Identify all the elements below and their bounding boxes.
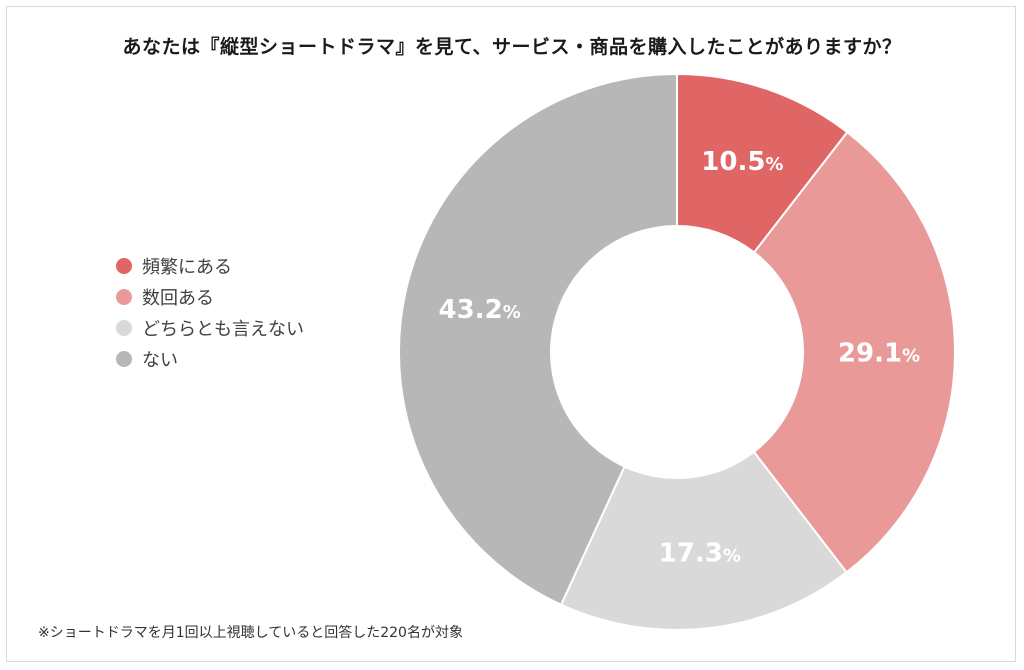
chart-title: あなたは『縦型ショートドラマ』を見て、サービス・商品を購入したことがありますか？ — [122, 36, 902, 58]
chart-legend: 頻繁にある数回あるどちらとも言えない ない — [116, 250, 304, 374]
legend-swatch — [116, 288, 132, 305]
footnote: ※ショートドラマを月1回以上視聴していると回答した220名が対象 — [38, 625, 463, 641]
legend-item-1: 頻繁にある — [116, 250, 304, 281]
legend-swatch — [116, 350, 132, 367]
slice-value-label-4: 43.2% — [439, 295, 521, 325]
slice-value-label-3: 17.3% — [659, 539, 741, 569]
legend-label: ない — [142, 349, 178, 371]
donut-slice-1 — [676, 72, 849, 254]
slice-value-label-1: 10.5% — [701, 147, 783, 177]
legend-item-3: どちらとも言えない — [116, 312, 304, 343]
legend-item-4: ない — [116, 343, 304, 374]
legend-item-2: 数回ある — [116, 281, 304, 312]
legend-swatch — [116, 257, 132, 274]
legend-label: どちらとも言えない — [142, 318, 304, 340]
donut-slice-4 — [398, 72, 678, 607]
slice-value-label-2: 29.1% — [838, 338, 920, 368]
donut-slice-2 — [752, 130, 956, 574]
donut-slice-3 — [559, 450, 848, 631]
legend-label: 頻繁にある — [142, 256, 232, 278]
legend-swatch — [116, 319, 132, 336]
legend-label: 数回ある — [142, 287, 214, 309]
